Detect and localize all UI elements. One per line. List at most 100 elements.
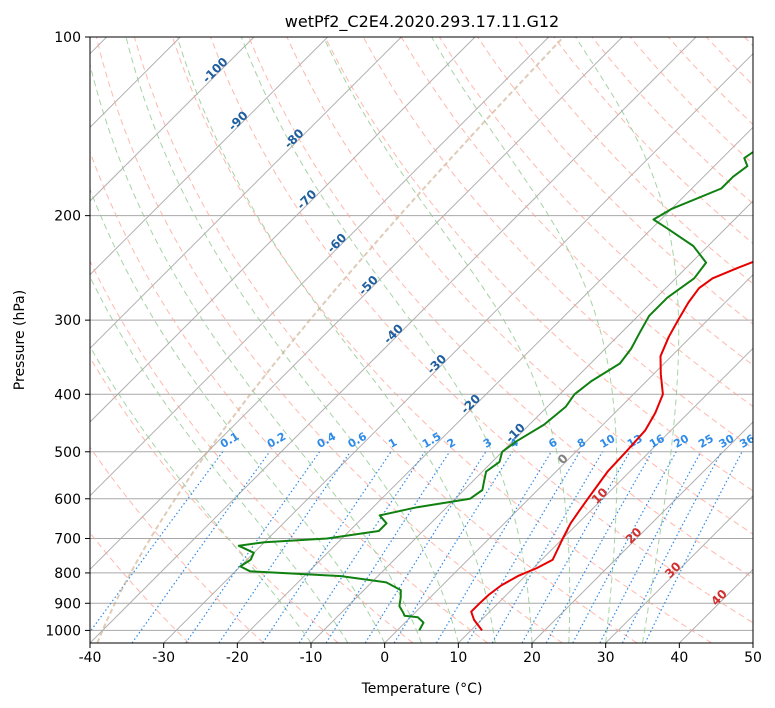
dry-adiabat — [515, 37, 753, 285]
x-tick-label: -40 — [79, 650, 102, 666]
temperature-line — [470, 260, 753, 632]
dry-adiabat — [705, 37, 753, 86]
y-tick-label: 300 — [54, 313, 81, 329]
x-tick-label: -30 — [152, 650, 175, 666]
y-tick-label: 600 — [54, 492, 81, 508]
mixing-ratio-line — [325, 451, 451, 643]
x-axis-label: Temperature (°C) — [361, 681, 483, 697]
moist-adiabat — [90, 188, 386, 643]
y-tick-label: 1000 — [45, 623, 81, 639]
axes: -40 -30 -20 -10 0 10 20 30 40 5010009008007006005… — [45, 30, 762, 666]
isotherm-line — [90, 37, 255, 202]
dry-adiabat — [667, 37, 753, 126]
mixing-ratio-line — [599, 451, 702, 643]
moist-adiabat — [431, 37, 618, 643]
mixing-ratio-line — [364, 451, 487, 643]
isotherm-label: -30 — [424, 352, 449, 377]
isotherm-line — [457, 347, 753, 643]
isotherm-label: -80 — [281, 126, 306, 151]
y-tick-label: 800 — [54, 566, 81, 582]
isotherm-label: -90 — [226, 108, 251, 133]
mixing-ratio-line — [185, 451, 321, 643]
moist-adiabat — [240, 37, 533, 643]
x-tick-label: 10 — [449, 650, 467, 666]
ice-curve — [96, 37, 565, 643]
x-tick-label: 50 — [744, 650, 762, 666]
x-tick-label: 30 — [597, 650, 615, 666]
isotherm-line — [90, 37, 697, 643]
mixing-ratio-label: 0.4 — [315, 430, 339, 451]
mixing-ratio-label: 16 — [647, 432, 667, 451]
moist-adiabat — [125, 37, 459, 643]
moist-adiabat — [90, 62, 422, 643]
profiles — [237, 150, 753, 632]
isotherm-line — [384, 273, 753, 643]
isotherm-line — [752, 642, 753, 643]
dry-adiabat — [90, 356, 339, 643]
y-axis-label: Pressure (hPa) — [12, 290, 28, 390]
y-tick-label: 100 — [54, 30, 81, 46]
mixing-ratio-line — [521, 451, 631, 643]
mixing-ratio-label: 6 — [546, 436, 559, 451]
mixing-ratio-label: 30 — [717, 432, 737, 451]
moist-adiabat — [176, 37, 496, 643]
mixing-ratio-label: 8 — [575, 436, 588, 451]
dry-adiabat — [90, 446, 264, 643]
isotherm-label: -70 — [294, 187, 319, 212]
mixing-ratio-line — [435, 451, 552, 643]
dry-adiabat — [90, 532, 190, 643]
dry-adiabat — [172, 37, 712, 643]
isotherm-line — [90, 37, 550, 497]
mixing-ratio-line — [262, 451, 392, 643]
isotherm-line — [90, 37, 329, 276]
mixing-ratio-label: 1.5 — [420, 430, 443, 451]
mixing-ratio-line — [644, 451, 743, 643]
isotherm-label: -40 — [381, 321, 406, 346]
y-tick-label: 700 — [54, 532, 81, 548]
moist-adiabat — [90, 345, 312, 643]
isotherm-label: 10 — [589, 485, 611, 507]
dry-adiabat — [248, 37, 753, 579]
isotherm-line — [236, 126, 753, 643]
moist-adiabat — [90, 275, 349, 643]
dry-adiabat — [133, 37, 638, 643]
dry-adiabat — [90, 259, 414, 643]
isotherm-line — [90, 37, 476, 423]
y-tick-label: 200 — [54, 209, 81, 225]
x-tick-label: 20 — [523, 650, 541, 666]
x-tick-label: 0 — [380, 650, 389, 666]
dry-adiabat — [90, 150, 488, 643]
chart-title: wetPf2_C2E4.2020.293.17.11.G12 — [285, 12, 559, 32]
dry-adiabat — [744, 37, 753, 47]
mixing-ratio-line — [131, 451, 271, 643]
dry-adiabat — [210, 37, 753, 624]
y-tick-label: 900 — [54, 596, 81, 612]
y-tick-label: 500 — [54, 445, 81, 461]
x-tick-label: 40 — [670, 650, 688, 666]
isotherm-line — [531, 421, 753, 643]
isotherm-label: -100 — [200, 55, 231, 86]
isotherm-line — [678, 568, 753, 643]
mixing-ratio-line — [298, 451, 426, 643]
mixing-ratio-label: 20 — [671, 432, 691, 451]
mixing-ratio-line — [218, 451, 351, 643]
dry-adiabat — [286, 37, 753, 535]
dry-adiabat — [591, 37, 753, 205]
isotherm-label: 0 — [555, 451, 571, 467]
dry-adiabat — [553, 37, 753, 245]
mixing-ratio-label: 36 — [737, 432, 757, 451]
isotherm-line — [90, 37, 623, 571]
mixing-ratio-label: 3 — [481, 436, 494, 451]
isotherm-line — [310, 200, 753, 643]
mixing-ratio-line — [545, 451, 653, 643]
dewpoint-line — [237, 150, 753, 631]
isotherm-label: -50 — [356, 273, 381, 298]
mixing-ratio-line — [90, 451, 224, 633]
isotherm-label: 30 — [662, 559, 684, 581]
mixing-ratio-label: 0.6 — [346, 430, 370, 451]
dry-adiabat — [477, 37, 753, 325]
dry-adiabat — [324, 37, 753, 492]
moist-adiabat — [323, 37, 571, 643]
mixing-ratio-label: 1 — [386, 436, 399, 451]
